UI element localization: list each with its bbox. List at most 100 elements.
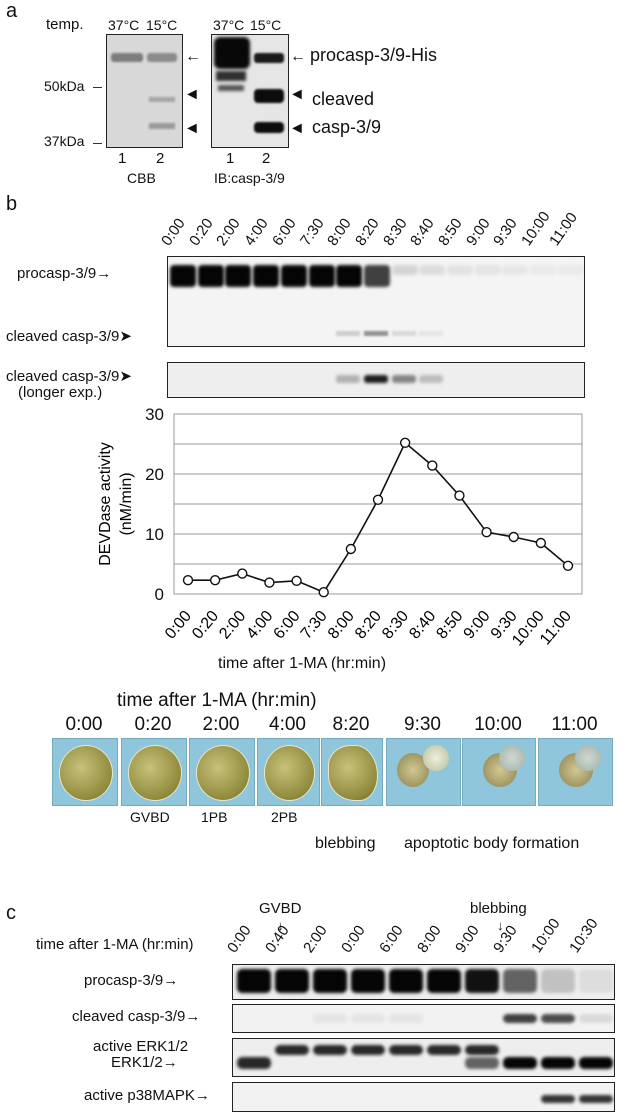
x-tick-label: 9:00 — [461, 608, 494, 643]
y-tick-label: 20 — [145, 465, 164, 484]
ib-arrow-procasp: ← — [290, 48, 306, 65]
x-tick-label: 2:00 — [216, 608, 249, 643]
data-point — [264, 577, 275, 588]
data-point — [372, 494, 384, 506]
data-point — [562, 560, 574, 572]
data-point — [291, 575, 302, 587]
casp-label: casp-3/9 — [312, 117, 382, 137]
blot-b-cleaved-label: cleaved casp-3/9➤ — [6, 328, 132, 345]
oocyte-cell — [59, 745, 113, 801]
data-point — [237, 568, 248, 579]
blot-b-time-label: 7:30 — [296, 215, 328, 249]
cleaved-band — [419, 331, 444, 336]
x-tick-label: 7:30 — [298, 608, 331, 643]
blot-c-time-label: 10:30 — [566, 915, 602, 956]
x-tick-label: 8:20 — [352, 608, 385, 643]
blot-c-active-erk-label: active ERK1/2 — [93, 1038, 189, 1055]
blot-c-p38-label: active p38MAPK→ — [84, 1087, 210, 1104]
blot-b-time-label: 8:00 — [324, 215, 355, 249]
x-tick-label: 8:30 — [379, 608, 412, 643]
x-tick-label: 6:00 — [271, 608, 304, 643]
erk-band — [237, 1057, 271, 1069]
cbb-arrowhead-casp: ◄ — [184, 120, 200, 137]
procasp-band — [474, 265, 501, 275]
marker-50kda: 50kDa — [44, 78, 85, 94]
erk-band — [503, 1057, 537, 1069]
procasp-band — [308, 265, 335, 287]
oocyte-cell — [196, 745, 250, 801]
cleaved-band — [389, 1014, 423, 1023]
gvbd-marker-label: GVBD — [259, 900, 302, 917]
procasp-band — [391, 265, 418, 275]
cbb-arrow-procasp: ← — [185, 48, 201, 65]
ib-lane-2: 2 — [262, 150, 271, 167]
blot-b-time-label: 4:00 — [241, 215, 272, 249]
data-point — [535, 537, 547, 549]
ib-gel — [211, 34, 289, 148]
data-point — [345, 543, 357, 555]
cleaved-band — [363, 331, 388, 336]
data-point — [318, 586, 329, 598]
procasp-band — [336, 265, 363, 287]
blot-b-time-label: 6:00 — [268, 215, 300, 249]
oocyte-time-label: 2:00 — [202, 714, 240, 735]
cbb-lane-1: 1 — [118, 150, 127, 167]
panel-a-letter: a — [6, 0, 18, 22]
oocyte-time-label: 0:20 — [134, 714, 172, 735]
procasp-band — [225, 265, 252, 287]
y-axis-label: DEVDase activity — [97, 442, 114, 566]
marker-50-tick — [93, 87, 102, 88]
y-tick-label: 0 — [155, 585, 164, 604]
cleaved-band — [336, 331, 361, 336]
blot-c-p38 — [232, 1082, 615, 1112]
procasp-his-label: procasp-3/9-His — [310, 45, 438, 65]
ib-temp-37: 37°C — [213, 17, 245, 33]
oocyte-cell — [264, 745, 315, 801]
cleaved-band — [351, 1014, 385, 1023]
blot-b-time-label: 0:20 — [185, 215, 217, 249]
cbb-temp-37: 37°C — [108, 17, 140, 33]
cleaved-band — [541, 1014, 575, 1023]
x-tick-label: 8:50 — [433, 608, 466, 643]
procasp-band — [447, 265, 473, 275]
procasp-band — [351, 969, 385, 993]
panel-b-letter: b — [6, 193, 18, 215]
cbb-gel — [106, 34, 183, 148]
blot-c-cleaved — [232, 1004, 615, 1033]
x-tick-label: 0:20 — [189, 608, 222, 643]
blebbing-down-arrow: ↓ — [497, 918, 504, 933]
oocyte-image — [386, 738, 461, 806]
procasp-band — [280, 265, 307, 287]
blot-b-time-label: 11:00 — [545, 209, 581, 249]
procasp-band — [419, 265, 446, 275]
x-tick-label: 4:00 — [243, 608, 276, 643]
blot-c-erk-label: ERK1/2→ — [111, 1054, 178, 1071]
blot-b-longer-label-1: cleaved casp-3/9➤ — [6, 368, 132, 385]
gvbd-down-arrow: ↓ — [277, 918, 284, 933]
cbb-lane-2: 2 — [156, 150, 165, 167]
y-axis-unit: (nM/min) — [118, 472, 135, 535]
active-erk-band — [275, 1045, 309, 1055]
data-point — [454, 490, 465, 501]
procasp-band — [503, 969, 537, 993]
procasp-band — [170, 265, 196, 287]
apoptotic-blob — [575, 745, 601, 771]
stage-1pb: 1PB — [201, 809, 228, 825]
cbb-arrowhead-cleaved: ◄ — [184, 86, 200, 103]
oocyte-time-label: 9:30 — [404, 714, 441, 735]
blot-b-procasp-label: procasp-3/9→ — [17, 265, 112, 282]
active-erk-band — [313, 1045, 347, 1055]
active-erk-band — [427, 1045, 461, 1055]
p38-band — [579, 1095, 613, 1103]
oocyte-image — [257, 738, 320, 806]
blebbing-marker-label: blebbing — [470, 900, 527, 917]
blot-c-time-label: 0:00 — [338, 922, 369, 956]
blot-c-procasp-label: procasp-3/9→ — [84, 972, 179, 989]
blot-b-main — [167, 256, 585, 347]
procasp-band — [557, 265, 584, 275]
panel-c-letter: c — [6, 902, 16, 924]
apoptotic-blob — [423, 745, 449, 771]
procasp-band — [197, 265, 224, 287]
oocyte-time-label: 8:20 — [332, 714, 370, 735]
oocyte-image — [462, 738, 536, 806]
